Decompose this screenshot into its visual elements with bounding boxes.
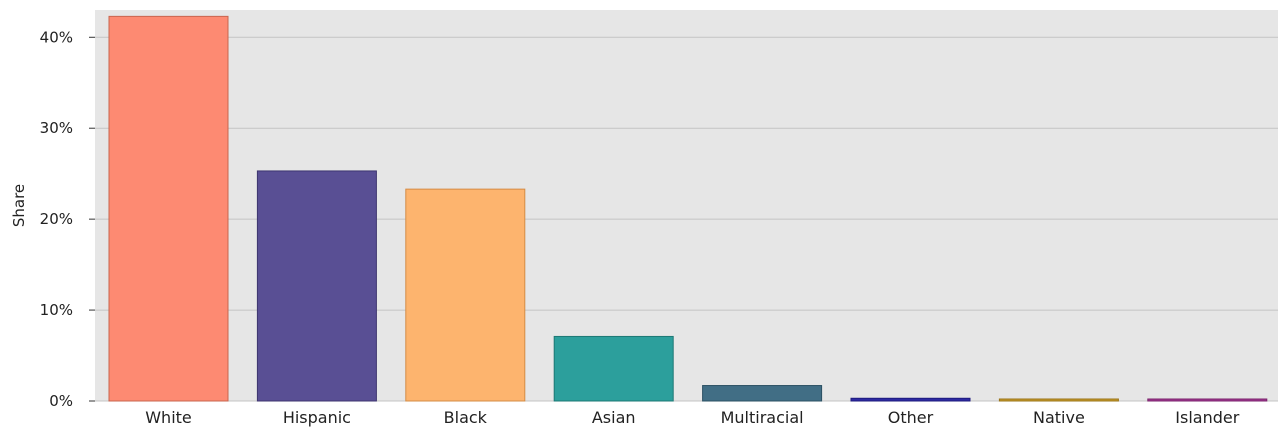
x-tick-label: Asian [592,408,636,427]
x-tick-label: Islander [1175,408,1239,427]
x-tick-label: Multiracial [721,408,804,427]
bar-asian [553,335,674,402]
y-tick-label: 10% [40,301,73,319]
bar-hispanic [256,170,377,402]
x-tick-label: White [145,408,192,427]
bar-white [108,15,229,402]
y-tick-label: 20% [40,210,73,228]
x-tick-label: Hispanic [283,408,351,427]
y-axis-ticks: 0% 10% 20% 30% 40% [40,28,95,410]
x-axis-ticks: White Hispanic Black Asian Multiracial Other N… [145,408,1239,427]
x-tick-label: Other [888,408,934,427]
y-tick-label: 30% [40,119,73,137]
y-tick-label: 40% [40,28,73,46]
x-tick-label: Black [444,408,488,427]
y-tick-label: 0% [49,392,73,410]
bar-other [850,397,971,402]
bar-native [998,398,1119,402]
bar-black [405,188,526,402]
bars [108,15,1268,402]
x-tick-label: Native [1033,408,1085,427]
bar-multiracial [702,385,823,402]
y-axis-label: Share [10,184,28,227]
bar-islander [1147,398,1268,402]
